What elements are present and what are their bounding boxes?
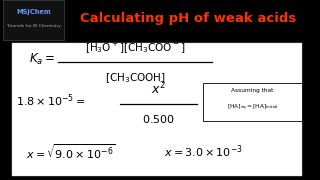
Text: $x = \sqrt{9.0\times10^{-6}}$: $x = \sqrt{9.0\times10^{-6}}$ — [26, 142, 115, 161]
FancyBboxPatch shape — [12, 43, 302, 176]
FancyBboxPatch shape — [3, 0, 311, 40]
FancyBboxPatch shape — [3, 0, 64, 40]
Text: $[\mathrm{H_3O^+}][\mathrm{CH_3COO^-}]$: $[\mathrm{H_3O^+}][\mathrm{CH_3COO^-}]$ — [85, 40, 186, 55]
Text: $1.8\times10^{-5} =$: $1.8\times10^{-5} =$ — [16, 93, 86, 109]
Text: Tutorials for IB Chemistry: Tutorials for IB Chemistry — [6, 24, 61, 28]
Text: $0.500$: $0.500$ — [142, 113, 175, 125]
Text: Assuming that: Assuming that — [231, 88, 274, 93]
FancyBboxPatch shape — [203, 83, 302, 121]
Text: $[\mathrm{HA}]_\mathrm{eq} = [\mathrm{HA}]_\mathrm{initial}$: $[\mathrm{HA}]_\mathrm{eq} = [\mathrm{HA… — [227, 103, 278, 113]
Text: $K_a =$: $K_a =$ — [29, 52, 55, 67]
Text: MSJChem: MSJChem — [16, 9, 51, 15]
Text: $x^2$: $x^2$ — [151, 81, 166, 97]
Text: $x = 3.0\times10^{-3}$: $x = 3.0\times10^{-3}$ — [164, 143, 243, 159]
Text: Calculating pH of weak acids: Calculating pH of weak acids — [80, 12, 296, 25]
Text: $[\mathrm{CH_3COOH}]$: $[\mathrm{CH_3COOH}]$ — [105, 71, 166, 85]
